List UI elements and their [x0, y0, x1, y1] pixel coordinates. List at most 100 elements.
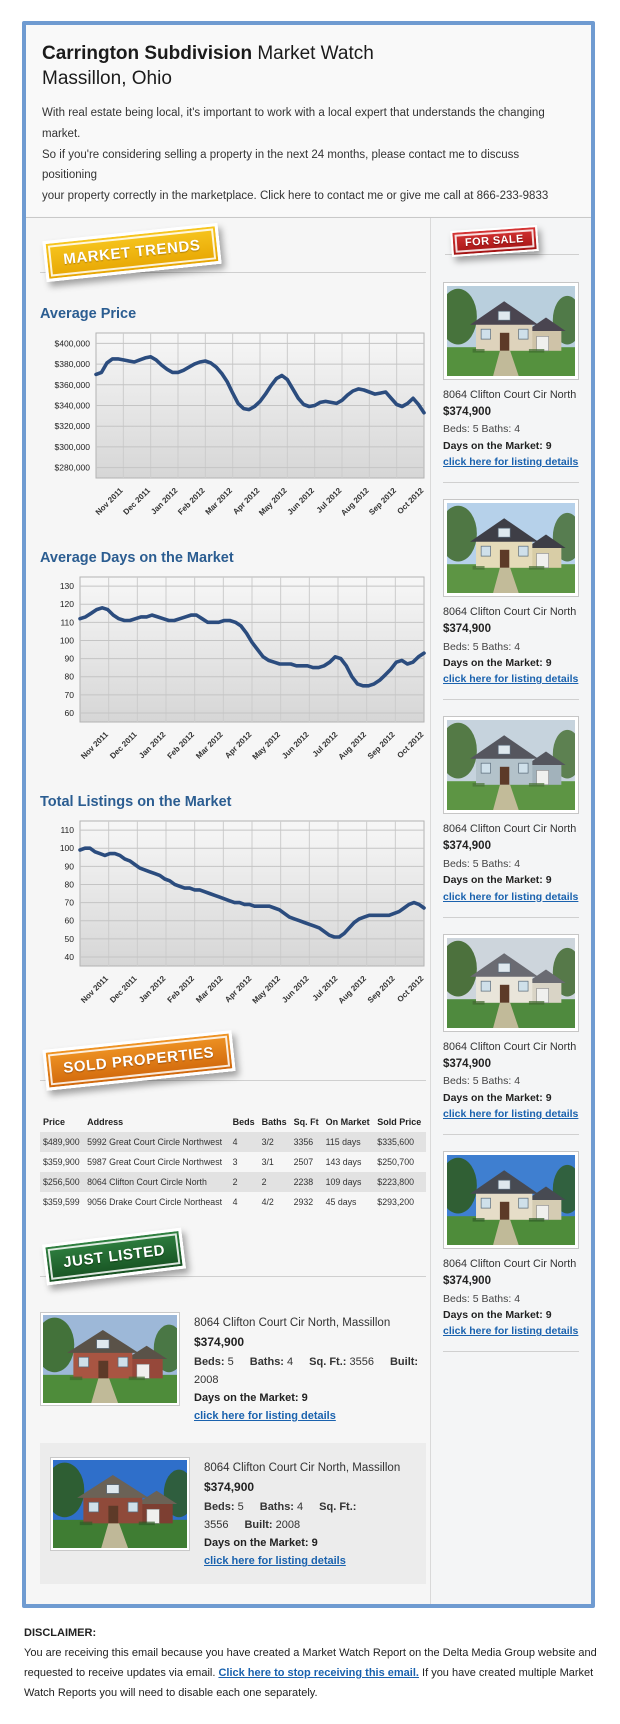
listing-details-link[interactable]: click here for listing details: [194, 1409, 336, 1422]
svg-text:Feb 2012: Feb 2012: [165, 729, 196, 760]
property-photo: [443, 716, 579, 815]
listing-beds-baths: Beds: 5 Baths: 4: [443, 1075, 521, 1088]
svg-text:Mar 2012: Mar 2012: [203, 485, 234, 516]
listing-beds-baths: Beds: 5 Baths: 4: [443, 1292, 521, 1305]
svg-text:110: 110: [60, 825, 74, 835]
sold-table-cell: 45 days: [325, 1196, 357, 1207]
listing-details-link[interactable]: click here for listing details: [443, 455, 579, 468]
svg-text:100: 100: [60, 843, 74, 853]
divider: [40, 1275, 426, 1277]
listing-days-on-market: Days on the Market: 9: [443, 1091, 552, 1104]
listing-days-on-market: Days on the Market: 9: [204, 1537, 318, 1550]
sold-table-row: $489,900 5992 Great Court Circle Northwes…: [40, 1131, 426, 1152]
svg-text:50: 50: [65, 934, 75, 944]
for-sale-listing: 8064 Clifton Court Cir North $374,900 Be…: [441, 933, 581, 1136]
sold-table-cell: $359,599: [43, 1196, 80, 1207]
listing-text: 8064 Clifton Court Cir North, Massillon …: [204, 1457, 416, 1570]
listing-text: 8064 Clifton Court Cir North, Massillon …: [194, 1312, 426, 1425]
svg-text:Sep 2012: Sep 2012: [367, 485, 398, 516]
listing-spec: Sq. Ft.: 3556: [204, 1500, 357, 1531]
svg-text:Jul 2012: Jul 2012: [311, 729, 340, 758]
svg-text:90: 90: [65, 861, 75, 871]
sold-table-cell: 109 days: [325, 1176, 362, 1187]
sold-properties-stamp: SOLD PROPERTIES: [42, 1029, 236, 1091]
sold-table-cell: 3356: [293, 1136, 314, 1147]
listing-address: 8064 Clifton Court Cir North: [443, 1040, 577, 1053]
svg-text:Jun 2012: Jun 2012: [280, 729, 311, 760]
sold-col-header: On Market: [325, 1116, 370, 1127]
svg-text:$380,000: $380,000: [55, 359, 91, 369]
sold-table-cell: $359,900: [43, 1156, 80, 1167]
svg-text:Jan 2012: Jan 2012: [137, 729, 168, 760]
unsubscribe-link[interactable]: Click here to stop receiving this email.: [218, 1667, 419, 1680]
svg-text:Dec 2011: Dec 2011: [121, 485, 152, 516]
svg-text:$320,000: $320,000: [55, 421, 91, 431]
listing-spec: Baths: 4: [259, 1500, 304, 1513]
sold-table-cell: 115 days: [325, 1136, 361, 1147]
sold-table-cell: $335,600: [377, 1136, 414, 1147]
sold-col-header: Baths: [261, 1116, 287, 1127]
listing-details-link[interactable]: click here for listing details: [443, 1107, 579, 1120]
property-photo: [443, 499, 579, 598]
svg-text:Jul 2012: Jul 2012: [311, 973, 340, 1002]
listing-spec: Baths: 4: [249, 1355, 294, 1368]
sold-table-row: $256,500 8064 Clifton Court Circle North 2…: [40, 1171, 426, 1192]
report-location: Massillon, Ohio: [42, 67, 172, 89]
listing-details-link[interactable]: click here for listing details: [443, 673, 579, 686]
svg-text:Oct 2012: Oct 2012: [395, 973, 425, 1003]
svg-text:80: 80: [65, 671, 75, 681]
svg-text:Apr 2012: Apr 2012: [223, 973, 254, 1004]
listing-details-link[interactable]: click here for listing details: [443, 890, 579, 903]
average-days-title: Average Days on the Market: [40, 549, 234, 566]
svg-text:80: 80: [65, 879, 75, 889]
average-days-chart: 130 120 110 100 90 80 70 60 Nov 2011 Dec 2011 Jan …: [40, 572, 426, 780]
svg-text:May 2012: May 2012: [257, 485, 289, 517]
for-sale-list: 8064 Clifton Court Cir North $374,900 Be…: [441, 281, 581, 1353]
divider: [40, 271, 426, 273]
just-listed-listing: 8064 Clifton Court Cir North, Massillon …: [40, 1443, 426, 1585]
listing-address: 8064 Clifton Court Cir North, Massillon: [204, 1462, 401, 1475]
svg-text:90: 90: [65, 653, 75, 663]
sold-properties-table: Price Address Beds Baths Sq. Ft On Market Sold…: [40, 1112, 426, 1212]
svg-text:Jun 2012: Jun 2012: [280, 973, 311, 1004]
intro-line-3: your property correctly in the marketpla…: [42, 190, 549, 203]
main-column: MARKET TRENDS Average Price $400,000 $380…: [26, 217, 430, 1605]
svg-text:Dec 2011: Dec 2011: [108, 973, 139, 1004]
report-title-rest: Market Watch: [252, 43, 374, 64]
just-listed-section-head: JUST LISTED: [40, 1227, 426, 1296]
svg-text:$300,000: $300,000: [55, 442, 91, 452]
report-intro: With real estate being local, it's impor…: [42, 103, 575, 206]
sold-properties-section-head: SOLD PROPERTIES: [40, 1029, 426, 1100]
listing-details-link[interactable]: click here for listing details: [204, 1555, 346, 1568]
svg-text:Sep 2012: Sep 2012: [366, 973, 397, 1004]
divider: [443, 916, 579, 918]
report-header: Carrington Subdivision Market Watch Mass…: [26, 25, 591, 217]
sold-table-cell: $489,900: [43, 1136, 80, 1147]
total-listings-title: Total Listings on the Market: [40, 793, 232, 810]
sold-table-cell: 2507: [293, 1156, 314, 1167]
svg-text:Jan 2012: Jan 2012: [137, 973, 168, 1004]
svg-text:Apr 2012: Apr 2012: [223, 729, 254, 760]
sold-col-header: Sq. Ft: [293, 1116, 319, 1127]
sold-table-row: $359,599 9056 Drake Court Circle Northeas…: [40, 1192, 426, 1212]
svg-text:Nov 2011: Nov 2011: [79, 973, 110, 1004]
listing-details-link[interactable]: click here for listing details: [443, 1325, 579, 1338]
listing-price: $374,900: [443, 1274, 491, 1287]
property-photo: [40, 1311, 180, 1406]
for-sale-sidebar: FOR SALE 8064 Clifton Court Cir North $3…: [430, 217, 591, 1605]
svg-text:Jan 2012: Jan 2012: [149, 485, 180, 516]
sold-col-header: Price: [43, 1116, 66, 1127]
listing-spec: Built: 2008: [244, 1519, 301, 1531]
sold-table-cell: $223,800: [377, 1176, 414, 1187]
sold-table-cell: 2238: [293, 1176, 314, 1187]
svg-text:May 2012: May 2012: [251, 973, 283, 1005]
svg-text:60: 60: [65, 708, 75, 718]
svg-text:Nov 2011: Nov 2011: [79, 729, 110, 760]
sold-table-cell: 3/2: [261, 1136, 274, 1147]
svg-text:40: 40: [65, 952, 75, 962]
listing-spec: Sq. Ft.: 3556: [309, 1355, 374, 1368]
sold-table-cell: 9056 Drake Court Circle Northeast: [87, 1196, 223, 1207]
listing-days-on-market: Days on the Market: 9: [194, 1391, 308, 1404]
for-sale-listing: 8064 Clifton Court Cir North $374,900 Be…: [441, 1151, 581, 1353]
svg-text:$340,000: $340,000: [55, 400, 91, 410]
